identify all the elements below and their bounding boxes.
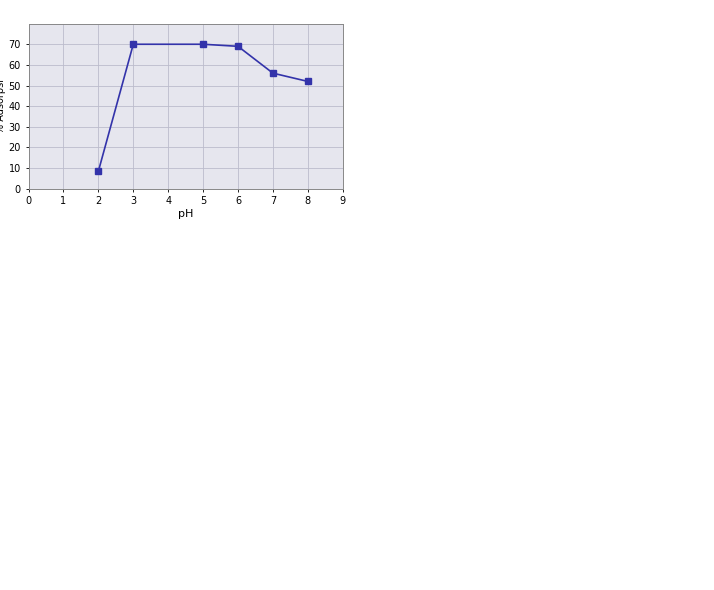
- X-axis label: pH: pH: [178, 209, 193, 219]
- Y-axis label: % Adsorpsi: % Adsorpsi: [0, 79, 6, 133]
